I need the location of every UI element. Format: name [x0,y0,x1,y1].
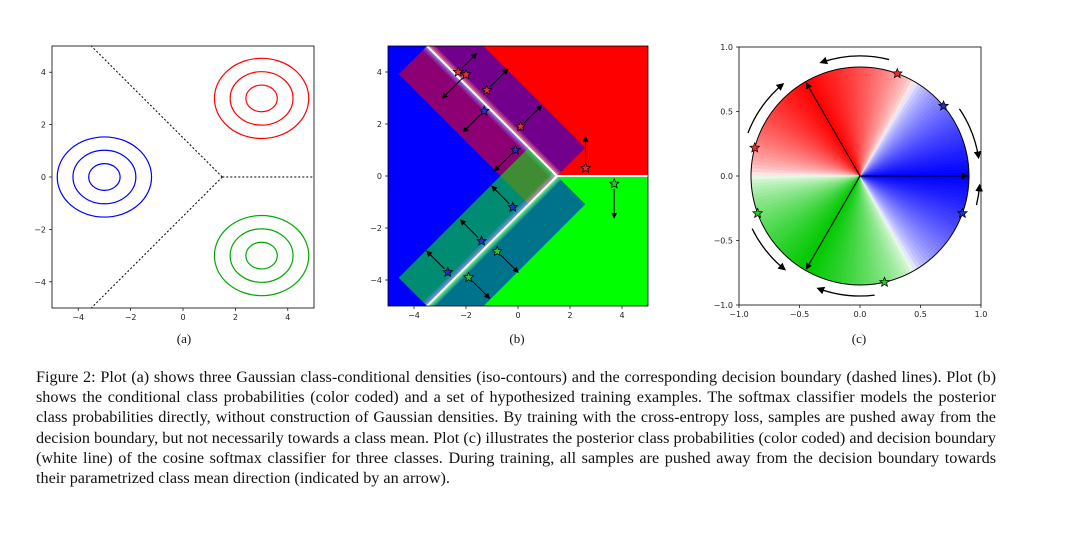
probability-map [388,46,648,306]
iso-contour [213,57,310,140]
iso-contour [72,149,137,205]
iso-contour [245,241,278,270]
y-tick-label: 0.5 [720,108,733,117]
sample-arrow [500,254,519,274]
iso-contour [245,84,278,113]
sample-arrow [491,185,510,205]
sample-arrow [426,250,445,270]
x-tick-label: 2 [567,311,572,320]
y-tick-label: 1.0 [720,43,733,52]
x-tick-label: 0 [515,311,520,320]
disk-overlay [747,55,984,297]
iso-contour [88,163,121,191]
region-blue [388,46,557,306]
sample-star [507,201,519,212]
sample-star [891,67,903,79]
figure-panels: −4 −2 0 2 4 4 2 0 −2 −4 −4 −2 0 2 4 4 2 0 −2 −4 −1.0 −0.5 0.… [34,43,988,346]
y-tick-label: −0.5 [714,237,733,246]
sample-arrow [493,153,513,172]
sample-arrow [461,52,478,69]
x-tick-label: −2 [125,313,137,322]
sample-star [442,266,454,277]
sample-arrow [471,280,491,300]
training-arrow [819,55,890,65]
sample-star [475,235,488,246]
x-tick-label: 4 [619,311,624,320]
class-mean-arrow [805,82,861,177]
sample-star [878,276,891,287]
unit-circle [750,66,970,286]
sample-star [478,105,490,116]
sample-star [937,100,950,111]
x-tick-label: −4 [408,311,420,320]
y-tick-label: −1.0 [714,301,733,310]
panel-a-label: (a) [177,331,191,346]
y-tick-label: 4 [41,68,46,77]
sample-star [579,162,592,173]
training-arrow [816,286,875,297]
figure-caption: Figure 2: Plot (a) shows three Gaussian … [36,368,996,488]
sample-star [749,141,761,153]
y-tick-label: 2 [41,121,46,130]
sample-star [956,207,969,219]
training-arrow [751,228,787,271]
x-tick-label: −1.0 [729,310,748,319]
x-tick-label: 0.0 [854,310,867,319]
x-tick-label: −2 [460,311,472,320]
sample-star [462,271,475,283]
x-tick-label: 2 [233,313,238,322]
panel-a: −4 −2 0 2 4 4 2 0 −2 −4 [34,45,315,322]
iso-contour [213,214,310,297]
y-tick-label: 0 [41,173,46,182]
sample-arrow [523,104,543,124]
y-tick-label: −2 [34,225,46,234]
iso-contour [229,71,294,126]
training-arrow [958,108,982,160]
decision-boundary [426,46,558,177]
x-tick-label: 0.5 [914,310,927,319]
training-arrow [747,82,785,134]
sample-arrow [441,77,463,99]
y-tick-label: 0 [377,172,382,181]
decision-boundary [90,45,223,178]
sample-star [514,120,527,132]
x-tick-label: −4 [72,313,84,322]
panel-c: −1.0 −0.5 0.0 0.5 1.0 1.0 0.5 0.0 −0.5 −1.0 [714,43,988,319]
sample-star [460,68,472,80]
panel-c-label: (c) [852,331,866,346]
y-tick-label: 0.0 [720,172,733,181]
iso-contour [56,136,153,218]
y-tick-label: −2 [370,224,382,233]
training-arrow [975,183,984,206]
x-tick-label: 0 [180,313,185,322]
y-tick-label: 2 [377,120,382,129]
x-tick-label: 4 [285,313,290,322]
panel-b-label: (b) [509,331,524,346]
sample-arrow [459,219,479,238]
decision-boundary [90,176,223,309]
boundary-band [398,147,586,306]
y-tick-label: 4 [377,68,382,77]
sample-star [509,144,522,155]
sample-star [491,245,503,257]
sample-arrow [462,114,482,133]
sample-arrow [489,68,509,88]
sample-star [481,84,493,95]
sample-star [452,66,464,77]
sample-star [608,177,620,189]
y-tick-label: −4 [370,276,382,285]
sample-star [751,207,764,219]
iso-contour [229,228,294,283]
y-tick-label: −4 [34,278,46,287]
class-mean-arrow [805,175,861,270]
x-tick-label: −0.5 [790,310,809,319]
decision-boundary [426,175,558,306]
panel-b: −4 −2 0 2 4 4 2 0 −2 −4 [370,45,649,320]
x-tick-label: 1.0 [975,310,988,319]
